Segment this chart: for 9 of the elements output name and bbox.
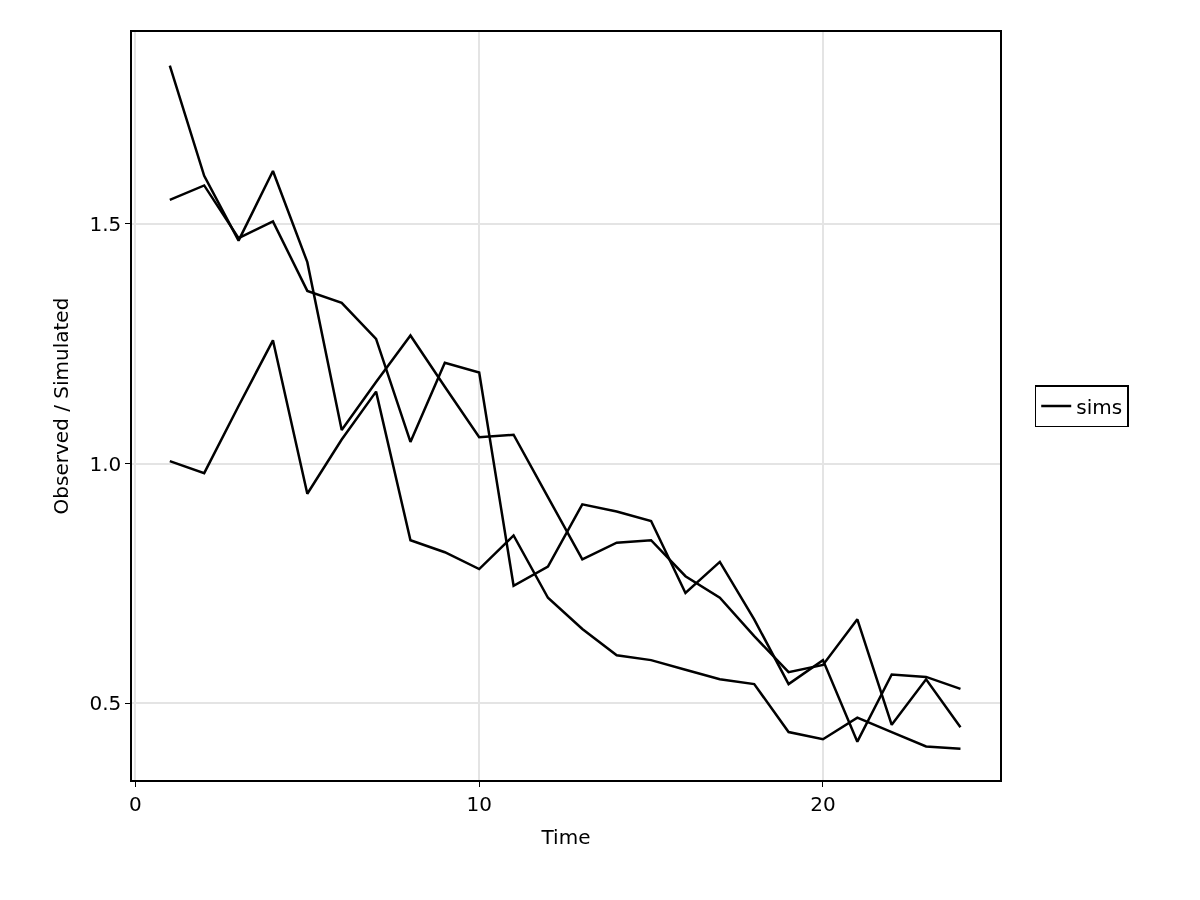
y-axis-title: Observed / Simulated	[49, 297, 74, 515]
y-tick-label: 1.5	[89, 211, 122, 236]
x-tick-label: 10	[466, 791, 492, 816]
x-axis-title: Time	[540, 824, 591, 849]
x-tick-label: 0	[129, 791, 142, 816]
y-tick-label: 1.0	[89, 451, 122, 476]
y-tick-label: 0.5	[89, 691, 122, 716]
legend-label: sims	[1076, 394, 1123, 419]
x-tick-label: 20	[810, 791, 836, 816]
